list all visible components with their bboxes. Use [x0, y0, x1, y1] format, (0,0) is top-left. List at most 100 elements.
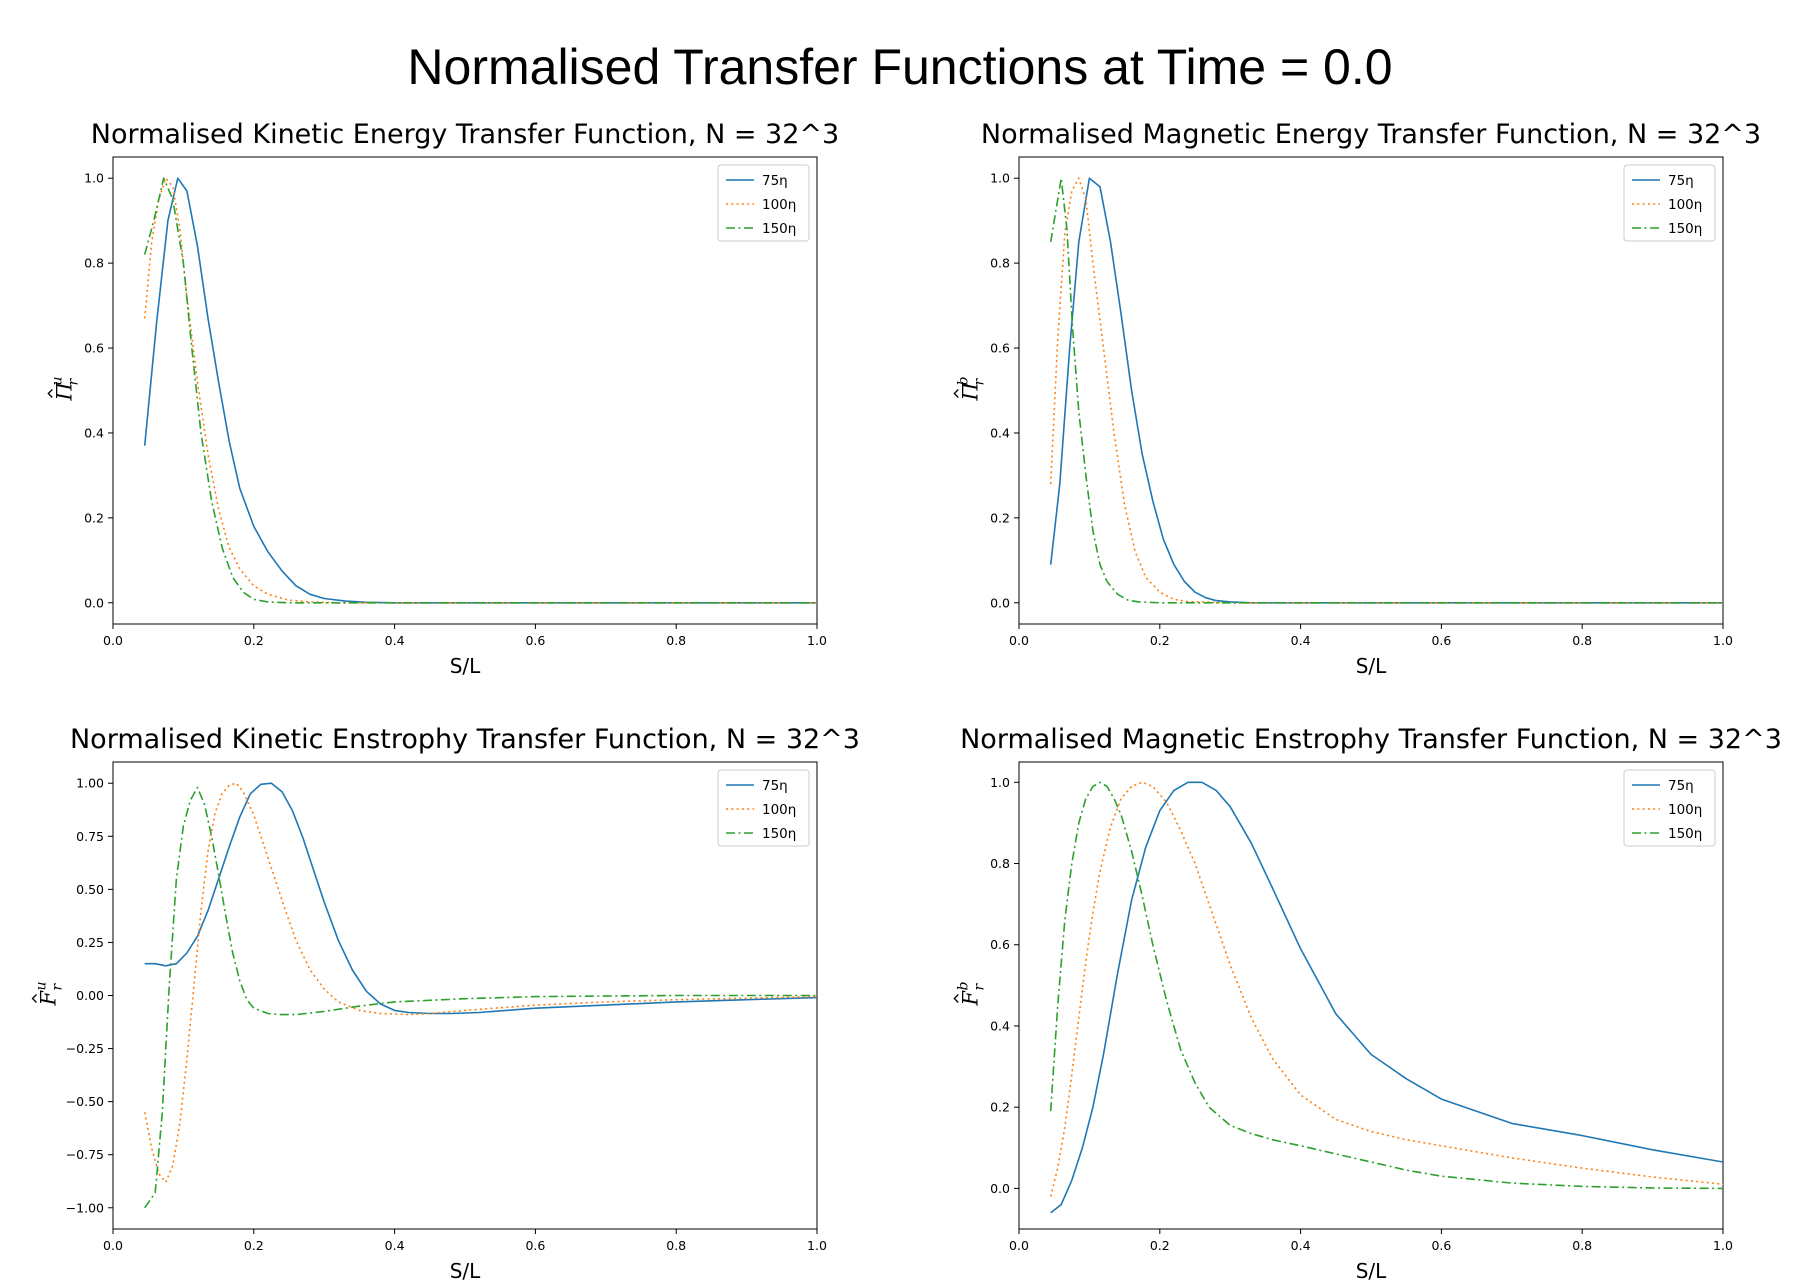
y-tick-label: 0.6: [990, 341, 1010, 356]
plot-frame: [1018, 761, 1724, 1230]
legend-label: 150η: [1668, 221, 1702, 237]
chart-title: Normalised Magnetic Energy Transfer Func…: [981, 119, 1761, 150]
plot-frame: [1018, 156, 1724, 625]
series-line-75eta: [144, 782, 817, 1015]
y-axis-label: Frb: [953, 982, 987, 1007]
x-tick-label: 1.0: [1713, 633, 1733, 648]
y-tick-label: 0.0: [990, 595, 1010, 610]
y-label-base: Π: [958, 382, 982, 402]
legend-label: 100η: [1668, 197, 1702, 213]
legend-label: 75η: [762, 778, 788, 794]
x-tick-label: 0.6: [525, 633, 545, 648]
y-label-sub: r: [50, 983, 66, 991]
chart-panel-4: Normalised Magnetic Enstrophy Transfer F…: [953, 724, 1782, 1283]
y-tick-label: −0.75: [66, 1147, 104, 1162]
y-label-sub: r: [971, 983, 987, 991]
y-label-sub: r: [65, 378, 81, 386]
y-label-sub: r: [971, 378, 987, 386]
series-line-150eta: [144, 786, 817, 1209]
x-tick-label: 1.0: [807, 633, 827, 648]
y-label-sup: b: [955, 982, 971, 991]
legend: 75η 100η 150η: [1623, 164, 1716, 242]
legend: 75η 100η 150η: [717, 769, 810, 847]
y-label-hat: [47, 389, 53, 398]
legend-label: 100η: [762, 802, 796, 818]
series-line-75eta: [1050, 781, 1723, 1214]
legend-box: [1623, 769, 1716, 847]
y-label-sup: u: [49, 376, 65, 385]
y-label-hat: [953, 994, 959, 1003]
y-tick-label: 0.4: [990, 1018, 1010, 1033]
x-axis-label: S/L: [1356, 654, 1387, 678]
series-line-100eta: [143, 782, 817, 1184]
legend-box: [717, 769, 810, 847]
series-line-100eta: [143, 177, 817, 604]
y-tick-label: 0.2: [990, 1100, 1010, 1115]
y-label-base: F: [37, 990, 61, 1007]
y-label-hat: [31, 994, 37, 1003]
y-tick-label: 0.8: [990, 856, 1010, 871]
series-line-100eta: [1049, 177, 1723, 604]
y-tick-label: −1.00: [66, 1200, 104, 1215]
x-axis-label: S/L: [450, 654, 481, 678]
x-axis-label: S/L: [450, 1259, 481, 1283]
series-line-150eta: [143, 177, 817, 604]
legend-label: 75η: [762, 173, 788, 189]
series-line-100eta: [1049, 781, 1723, 1197]
x-tick-label: 0.2: [1150, 633, 1170, 648]
legend-label: 100η: [1668, 802, 1702, 818]
x-tick-label: 0.0: [1009, 1238, 1029, 1253]
y-tick-label: 0.50: [76, 882, 104, 897]
legend-label: 150η: [1668, 826, 1702, 842]
x-tick-label: 0.8: [1572, 633, 1592, 648]
y-tick-label: −0.50: [66, 1094, 104, 1109]
y-label-base: F: [958, 990, 982, 1007]
y-tick-label: 0.0: [84, 595, 104, 610]
chart-title: Normalised Kinetic Energy Transfer Funct…: [91, 119, 839, 150]
y-tick-label: 0.8: [990, 256, 1010, 271]
legend-label: 100η: [762, 197, 796, 213]
y-tick-label: 0.00: [76, 988, 104, 1003]
x-axis-label: S/L: [1356, 1259, 1387, 1283]
x-tick-label: 0.6: [1431, 633, 1451, 648]
series-line-75eta: [1049, 177, 1723, 604]
y-label-sup: u: [34, 981, 50, 990]
x-tick-label: 0.0: [103, 633, 123, 648]
series-line-75eta: [143, 177, 817, 604]
series-line-150eta: [1049, 177, 1723, 604]
chart-title: Normalised Kinetic Enstrophy Transfer Fu…: [70, 724, 860, 755]
y-label-hat: [953, 389, 959, 398]
y-label-base: Π: [52, 382, 76, 402]
series-line-150eta: [1049, 781, 1723, 1190]
x-tick-label: 0.0: [103, 1238, 123, 1253]
x-tick-label: 0.2: [244, 633, 264, 648]
x-tick-label: 0.8: [1572, 1238, 1592, 1253]
x-tick-label: 1.0: [807, 1238, 827, 1253]
x-tick-label: 1.0: [1713, 1238, 1733, 1253]
y-tick-label: 1.0: [990, 775, 1010, 790]
y-axis-label: Πrb: [953, 377, 987, 402]
y-tick-label: −0.25: [66, 1041, 104, 1056]
y-tick-label: 0.4: [84, 425, 104, 440]
legend-box: [717, 164, 810, 242]
y-tick-label: 0.2: [990, 510, 1010, 525]
legend-label: 150η: [762, 826, 796, 842]
y-label-sup: b: [955, 377, 971, 386]
y-tick-label: 1.00: [76, 776, 104, 791]
y-axis-label: Fru: [31, 981, 66, 1007]
y-tick-label: 1.0: [990, 171, 1010, 186]
x-tick-label: 0.6: [1431, 1238, 1451, 1253]
x-tick-label: 0.4: [385, 1238, 405, 1253]
x-tick-label: 0.8: [666, 633, 686, 648]
x-tick-label: 0.4: [1291, 633, 1311, 648]
y-tick-label: 0.6: [990, 937, 1010, 952]
plot-frame: [112, 156, 818, 625]
chart-panel-3: Normalised Kinetic Enstrophy Transfer Fu…: [31, 724, 860, 1283]
x-tick-label: 0.2: [244, 1238, 264, 1253]
x-tick-label: 0.2: [1150, 1238, 1170, 1253]
legend-label: 150η: [762, 221, 796, 237]
legend-label: 75η: [1668, 173, 1694, 189]
y-tick-label: 0.25: [76, 935, 104, 950]
y-tick-label: 1.0: [84, 171, 104, 186]
